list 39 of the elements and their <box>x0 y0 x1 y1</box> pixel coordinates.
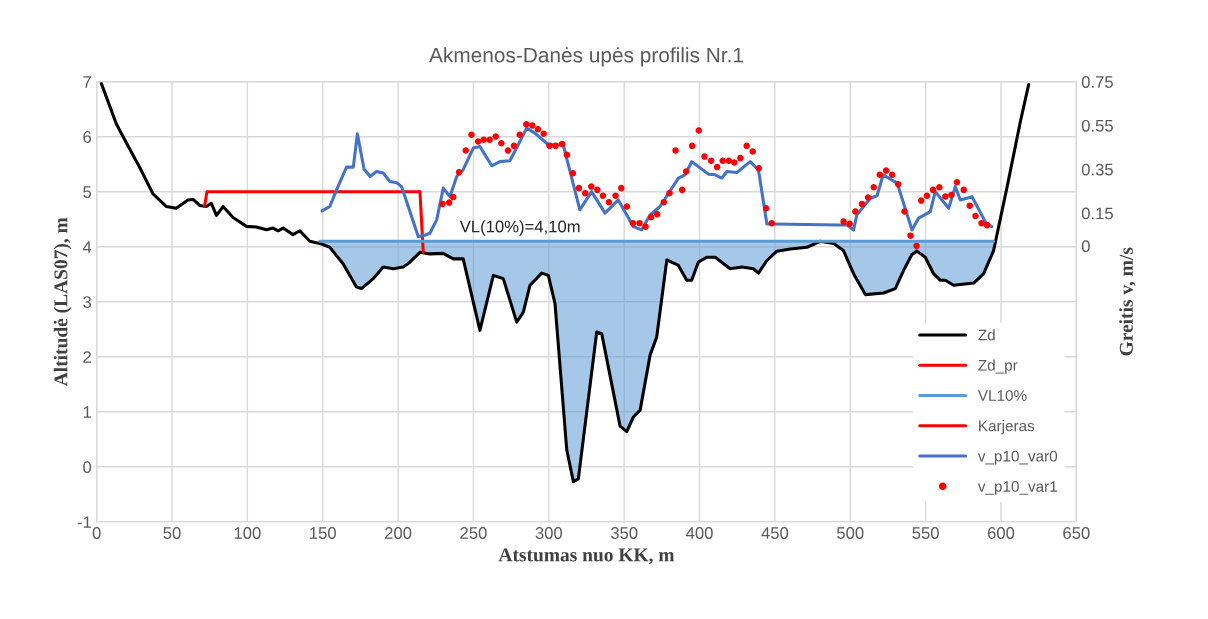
x-axis-title: Atstumas nuo KK, m <box>498 548 675 565</box>
y2-tick-label: 0.75 <box>1081 76 1113 88</box>
x-tick-label: 0 <box>92 527 101 539</box>
y-tick-label: -1 <box>77 516 91 528</box>
y2-tick-label: 0 <box>1081 240 1090 253</box>
y-tick-label: 2 <box>83 351 91 363</box>
legend-label: v_p10_var0 <box>977 450 1058 465</box>
y2-axis-title: Greitis v, m/s <box>1119 247 1136 356</box>
y2-tick-label: 0.15 <box>1081 207 1113 220</box>
legend-label: Zd <box>978 329 995 341</box>
y2-tick-label: 0.55 <box>1081 119 1113 132</box>
x-tick-label: 250 <box>460 527 487 539</box>
legend-label: v_p10_var1 <box>977 481 1057 495</box>
y-tick-label: 6 <box>83 131 92 143</box>
y-tick-label: 1 <box>83 406 91 418</box>
y-axis-title: Altitudė (LAS07), m <box>53 217 72 387</box>
x-tick-label: 650 <box>1063 527 1090 539</box>
x-tick-label: 450 <box>761 527 789 539</box>
y-tick-label: 4 <box>82 241 92 253</box>
x-tick-label: 350 <box>610 527 638 539</box>
y-tick-label: 3 <box>83 296 92 308</box>
legend-label: Zd_pr <box>978 359 1018 374</box>
x-tick-label: 300 <box>535 527 563 539</box>
legend-label: VL10% <box>977 390 1027 401</box>
x-tick-label: 600 <box>987 527 1015 539</box>
y-tick-label: 7 <box>83 76 91 88</box>
x-tick-label: 100 <box>234 527 261 539</box>
chart-title: Akmenos-Danės upės profilis Nr.1 <box>429 47 743 67</box>
legend-label: Karjeras <box>979 420 1035 435</box>
y-tick-label: 5 <box>83 186 92 198</box>
x-tick-label: 50 <box>163 527 181 539</box>
x-tick-label: 150 <box>310 527 336 539</box>
x-tick-label: 500 <box>837 527 864 539</box>
x-tick-label: 400 <box>686 527 713 539</box>
x-tick-label: 550 <box>912 527 939 539</box>
x-tick-label: 200 <box>385 527 412 539</box>
annotation: VL(10%)=4,10m <box>459 220 580 236</box>
y-tick-label: 0 <box>83 461 92 474</box>
y2-tick-label: 0.35 <box>1081 163 1113 176</box>
